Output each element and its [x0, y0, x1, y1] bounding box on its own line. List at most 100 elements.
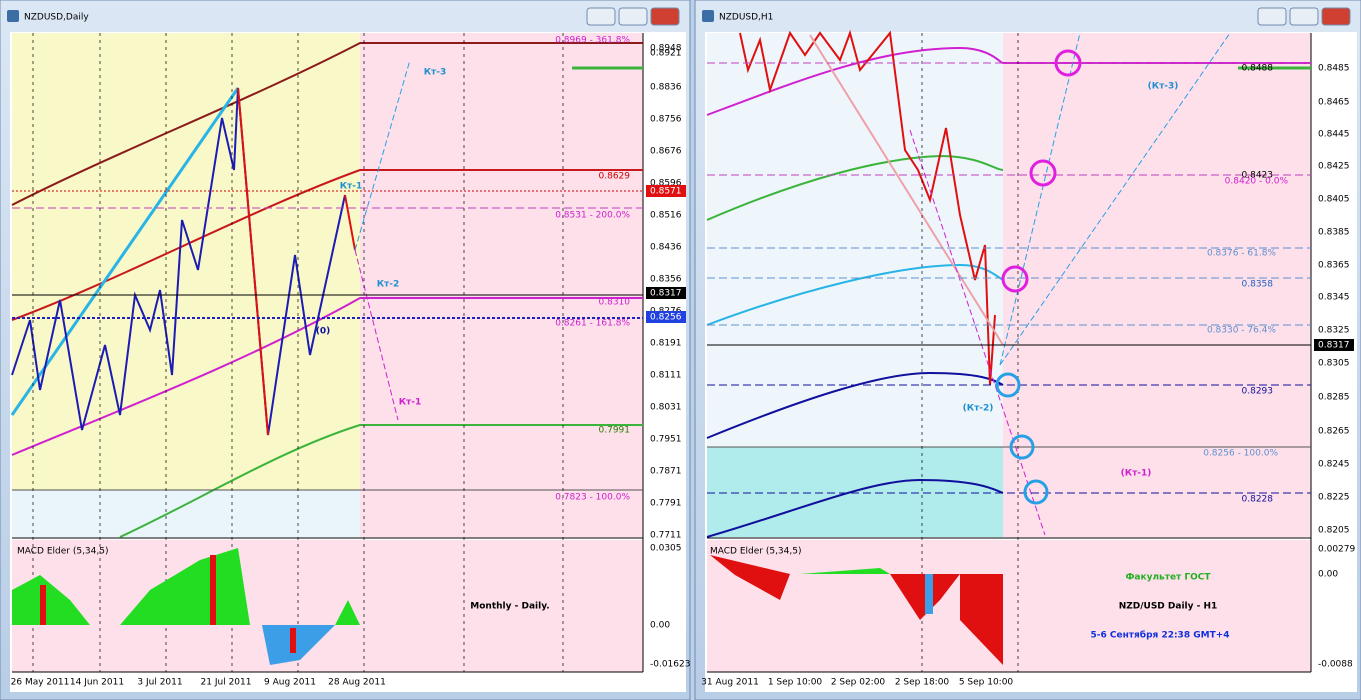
annotation: Кт-1 — [340, 182, 363, 192]
date-label: 26 May 2011 — [11, 678, 70, 688]
date-label: 5 Sep 10:00 — [959, 678, 1014, 688]
close-button[interactable] — [1321, 7, 1351, 26]
date-label: 14 Jun 2011 — [70, 678, 124, 688]
macd-bg — [12, 540, 643, 672]
price-tick: 0.8345 — [1318, 293, 1350, 303]
indicator-tick: -0.01623 — [650, 660, 690, 670]
price-marker — [1314, 339, 1354, 351]
level-label: 0.8420 - 0.0% — [1225, 177, 1289, 187]
indicator-tick: 0.00 — [650, 621, 670, 631]
date-label: 31 Aug 2011 — [701, 678, 759, 688]
annotation: (Кт-1) — [1121, 469, 1152, 479]
price-tick: 0.8385 — [1318, 228, 1350, 238]
curves — [706, 29, 1311, 672]
price-marker-label: 0.8317 — [1318, 341, 1350, 351]
indicator-tick: 0.0305 — [650, 544, 682, 554]
price-tick: 0.8191 — [650, 339, 682, 349]
note: Monthly - Daily. — [470, 602, 549, 612]
title-icon — [7, 10, 19, 22]
price-tick: 0.7871 — [650, 467, 682, 477]
annotation: Кт-1 — [399, 398, 422, 408]
zone — [707, 33, 1003, 447]
annotation: (Кт-3) — [1148, 82, 1179, 92]
price-tick: 0.8245 — [1318, 460, 1350, 470]
level-label: 0.7823 - 100.0% — [555, 493, 630, 503]
window-button[interactable] — [618, 7, 648, 26]
indicator-name: MACD Elder (5,34,5) — [17, 547, 109, 557]
annotation: (Кт-2) — [963, 404, 994, 414]
price-marker-label: 0.8317 — [650, 289, 682, 299]
zone — [360, 33, 643, 537]
macd-bars — [12, 548, 360, 665]
price-tick: 0.8285 — [1318, 393, 1350, 403]
price-tick: 0.8111 — [650, 371, 682, 381]
level-label: 0.8228 — [1242, 495, 1274, 505]
price-marker — [646, 287, 686, 299]
price-tick: 0.8485 — [1318, 64, 1350, 74]
window-title: NZDUSD,Daily — [24, 13, 89, 23]
macd-bg — [707, 540, 1311, 672]
note: Факультет ГОСТ — [1125, 573, 1211, 583]
date-label: 2 Sep 02:00 — [831, 678, 886, 688]
price-tick: 0.8405 — [1318, 195, 1350, 205]
level-label: 0.8261 - 161.8% — [555, 319, 630, 329]
price-tick: 0.7711 — [650, 531, 682, 541]
price-tick: 0.7791 — [650, 499, 682, 509]
level-label: 0.8629 — [599, 172, 631, 182]
price-marker-label: 0.8948 — [650, 44, 682, 54]
window-title: NZDUSD,H1 — [719, 13, 773, 23]
price-tick: 0.7951 — [650, 435, 682, 445]
price-tick: 0.8205 — [1318, 526, 1350, 536]
annotation: Кт-3 — [424, 68, 447, 78]
annotation: Кт-2 — [377, 280, 400, 290]
note: 5-6 Сентября 22:38 GMT+4 — [1090, 630, 1229, 641]
window-button[interactable] — [586, 7, 616, 26]
zone — [12, 490, 360, 537]
price-tick: 0.8676 — [650, 147, 682, 157]
level-label: 0.7991 — [599, 426, 631, 436]
price-tick: 0.8356 — [650, 275, 682, 285]
window-button[interactable] — [1289, 7, 1319, 26]
level-label: 0.8531 - 200.0% — [555, 211, 630, 221]
level-label: 0.8358 — [1242, 280, 1274, 290]
level-label: 0.8293 — [1242, 387, 1274, 397]
price-tick: 0.8836 — [650, 83, 682, 93]
level-label: 0.8330 - 76.4% — [1207, 326, 1276, 336]
macd-bars — [710, 555, 1003, 665]
price-marker-label: 0.8256 — [650, 313, 682, 323]
indicator-tick: 0.00 — [1318, 570, 1338, 580]
date-label: 28 Aug 2011 — [328, 678, 386, 688]
level-label: 0.8969 - 361.8% — [555, 36, 630, 46]
price-tick: 0.8445 — [1318, 130, 1350, 140]
price-marker — [646, 185, 686, 197]
close-button[interactable] — [650, 7, 680, 26]
price-tick: 0.8305 — [1318, 359, 1350, 369]
price-tick: 0.8225 — [1318, 493, 1350, 503]
title-icon — [702, 10, 714, 22]
note: NZD/USD Daily - H1 — [1119, 602, 1218, 612]
window-button[interactable] — [1257, 7, 1287, 26]
annotation: (0) — [316, 327, 331, 337]
price-tick: 0.8265 — [1318, 427, 1350, 437]
price-tick: 0.8596 — [650, 179, 682, 189]
zone — [12, 33, 360, 490]
level-label: 0.8376 - 61.8% — [1207, 249, 1276, 259]
price-tick: 0.8921 — [650, 49, 682, 59]
price-tick: 0.8516 — [650, 211, 682, 221]
price-tick: 0.8756 — [650, 115, 682, 125]
price-marker-label: 0.8571 — [650, 187, 682, 197]
date-label: 3 Jul 2011 — [137, 678, 182, 688]
indicator-tick: 0.00279 — [1318, 545, 1355, 555]
price-tick: 0.8325 — [1318, 326, 1350, 336]
level-label: 0.8310 — [599, 298, 631, 308]
price-tick: 0.8465 — [1318, 98, 1350, 108]
price-tick: 0.8365 — [1318, 261, 1350, 271]
level-label: 0.8488 — [1242, 64, 1274, 74]
price-tick: 0.8425 — [1318, 162, 1350, 172]
price-tick: 0.8031 — [650, 403, 682, 413]
date-label: 21 Jul 2011 — [201, 678, 252, 688]
level-label: 0.8423 — [1242, 171, 1274, 181]
curves — [10, 33, 643, 672]
